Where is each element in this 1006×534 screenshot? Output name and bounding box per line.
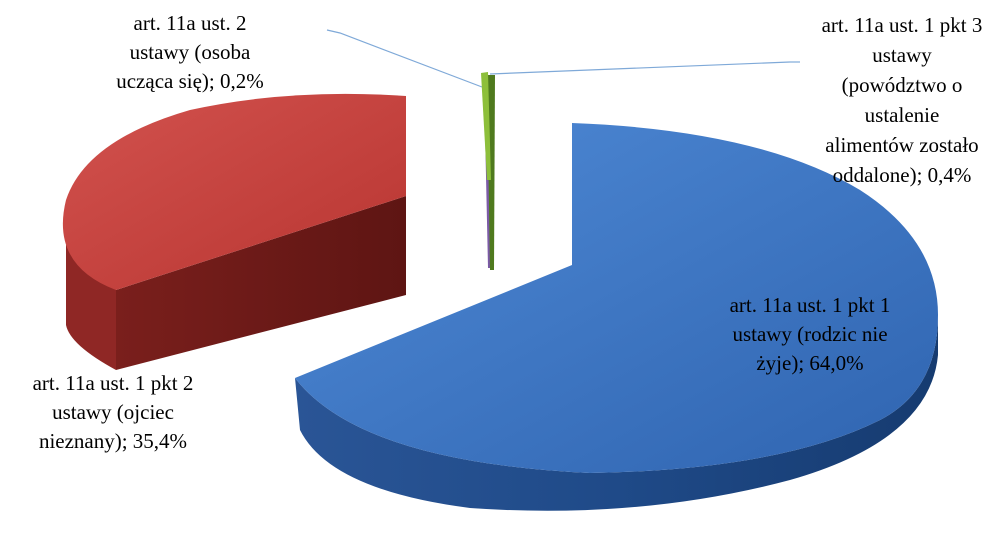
label-rodzic-nie-zyje-line: art. 11a ust. 1 pkt 1	[730, 293, 891, 317]
label-ojciec-nieznany-line: nieznany); 35,4%	[39, 429, 187, 453]
leader-lines	[326, 29, 791, 88]
label-osoba-uczaca-sie-line: ustawy (osoba	[130, 40, 251, 64]
label-ojciec-nieznany-line: ustawy (ojciec	[52, 400, 174, 424]
label-powodztwo-oddalone-line: ustalenie	[865, 103, 940, 127]
pie-slice-rodzic-nie-zyje-side	[295, 315, 938, 511]
label-osoba-uczaca-sie-line: art. 11a ust. 2	[134, 11, 247, 35]
pie-slice-powodztwo-oddalone-top	[481, 72, 491, 180]
label-powodztwo-oddalone-line: oddalone); 0,4%	[833, 163, 972, 187]
pie-slice-ojciec-nieznany-inner-side	[116, 196, 406, 370]
label-powodztwo-oddalone-line: (powództwo o	[842, 73, 963, 97]
label-powodztwo-oddalone-line: alimentów zostało	[825, 133, 978, 157]
label-rodzic-nie-zyje-line: ustawy (rodzic nie	[732, 322, 887, 346]
label-rodzic-nie-zyje-line: żyje); 64,0%	[756, 351, 863, 375]
label-osoba-uczaca-sie: art. 11a ust. 2 ustawy (osoba ucząca się);…	[116, 11, 264, 93]
pie-slice-ojciec-nieznany-top	[62, 93, 406, 290]
pie-slices-small	[481, 72, 495, 270]
pie-slice-rodzic-nie-zyje	[295, 123, 938, 511]
label-osoba-uczaca-sie-line: ucząca się); 0,2%	[116, 69, 264, 93]
leader-line-powodztwo	[489, 61, 791, 75]
pie-slice-ojciec-nieznany	[62, 93, 406, 370]
label-powodztwo-oddalone: art. 11a ust. 1 pkt 3 ustawy (powództwo o u…	[822, 13, 983, 187]
leader-line-osoba	[326, 29, 483, 88]
label-rodzic-nie-zyje: art. 11a ust. 1 pkt 1 ustawy (rodzic nie ż…	[730, 293, 891, 375]
label-ojciec-nieznany-line: art. 11a ust. 1 pkt 2	[33, 371, 194, 395]
label-ojciec-nieznany: art. 11a ust. 1 pkt 2 ustawy (ojciec niezn…	[33, 371, 194, 453]
pie-slice-rodzic-nie-zyje-top	[295, 123, 938, 473]
label-powodztwo-oddalone-line: art. 11a ust. 1 pkt 3	[822, 13, 983, 37]
data-labels: art. 11a ust. 1 pkt 1 ustawy (rodzic nie ż…	[33, 11, 983, 453]
label-powodztwo-oddalone-line: ustawy	[872, 43, 932, 67]
